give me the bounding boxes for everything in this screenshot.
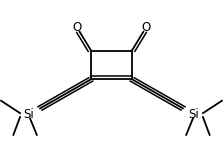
Text: Si: Si [189, 108, 199, 121]
Text: O: O [73, 21, 82, 34]
Text: O: O [141, 21, 150, 34]
Text: Si: Si [24, 108, 34, 121]
